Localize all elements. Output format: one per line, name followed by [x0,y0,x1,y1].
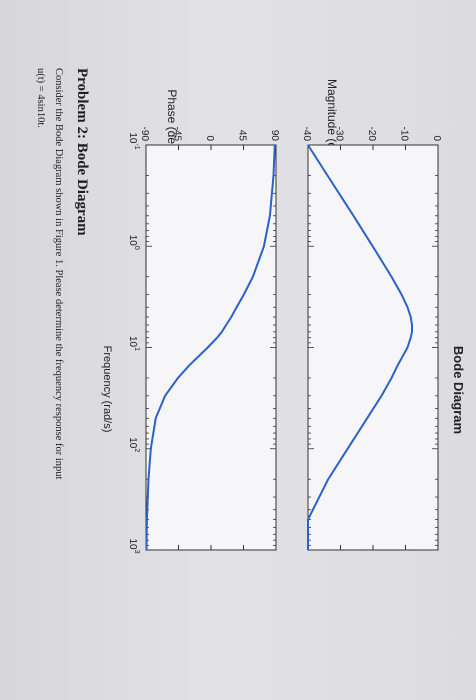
x-tick-exponent: 1 [133,347,140,351]
x-tick-label: 103 [127,538,140,553]
problem-text-line1: Consider the Bode Diagram shown in Figur… [53,68,64,480]
chart-title: Bode Diagram [451,346,466,434]
magnitude-frame [307,144,439,551]
x-tick-base: 10 [127,235,138,247]
phase-ylabel: Phase (deg) [165,89,179,154]
x-tick-label: 100 [127,235,140,250]
magnitude-ylabel: Magnitude (dB) [325,79,339,161]
phase-ytick-label: 0 [204,135,215,141]
phase-frame [145,144,277,551]
x-tick-exponent: 3 [133,550,140,554]
frequency-xlabel: Frequency (rad/s) [101,346,113,433]
problem-text-line2: u(t) = 4sin10t. [35,68,46,128]
mag-ytick-label: -10 [399,127,410,142]
x-tick-label: 10-1 [127,132,140,149]
x-tick-base: 10 [127,132,138,144]
x-tick-exponent: 0 [133,246,140,250]
mag-ytick-label: -40 [301,127,312,142]
x-tick-base: 10 [127,336,138,348]
x-tick-base: 10 [127,437,138,449]
phase-ytick-label: -45 [172,127,183,142]
x-tick-exponent: 2 [133,448,140,452]
magnitude-curve [307,144,413,550]
mag-ytick-label: -30 [334,127,345,142]
magnitude-plot: 0 -10 -20 -30 -40 [301,127,442,551]
phase-curve [145,144,276,551]
phase-ytick-label: 90 [269,130,280,142]
mag-ytick-label: -20 [366,127,377,142]
problem-heading: Problem 2: Bode Diagram [74,68,90,236]
x-tick-label: 102 [127,437,140,452]
x-tick-base: 10 [127,538,138,550]
x-tick-exponent: -1 [133,143,140,149]
phase-ytick-label: -90 [139,127,150,142]
mag-ytick-label: 0 [431,135,442,141]
phase-ytick-label: 45 [237,130,248,142]
x-tick-label: 101 [127,336,140,351]
